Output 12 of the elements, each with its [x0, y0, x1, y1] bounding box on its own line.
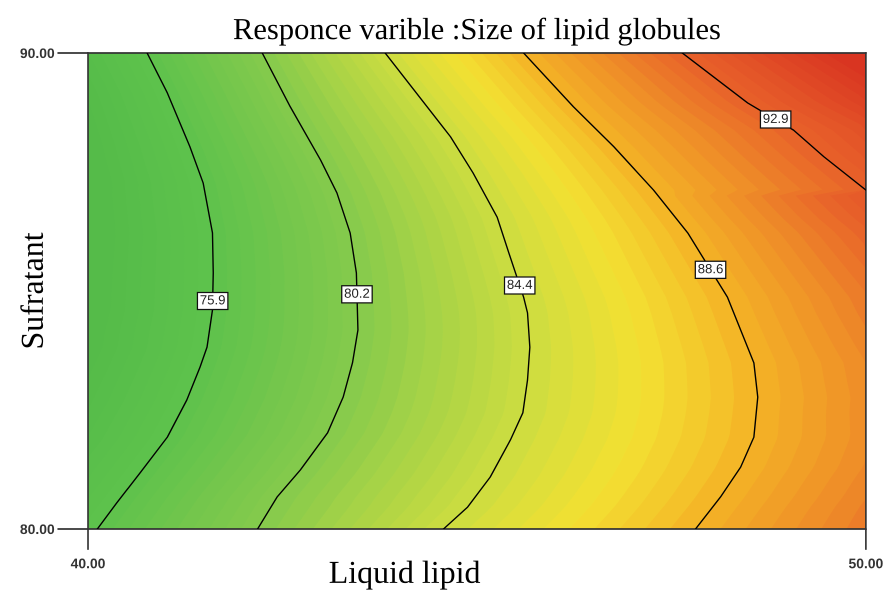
x-tick-label: 40.00	[70, 558, 105, 568]
series-label: 92.9	[763, 114, 788, 124]
y-axis-title: Sufratant	[20, 232, 44, 348]
y-tick-label: 80.00	[20, 524, 54, 534]
chart-title: Responce varible :Size of lipid globules	[234, 18, 720, 46]
series-label: 84.4	[507, 280, 532, 290]
series-label: 80.2	[344, 288, 370, 298]
y-tick-label: 90.00	[20, 48, 54, 58]
series-label: 88.6	[698, 264, 723, 274]
x-axis-title: Liquid lipid	[330, 560, 480, 590]
series-label: 75.9	[200, 295, 225, 305]
x-tick-label: 50.00	[848, 558, 883, 568]
